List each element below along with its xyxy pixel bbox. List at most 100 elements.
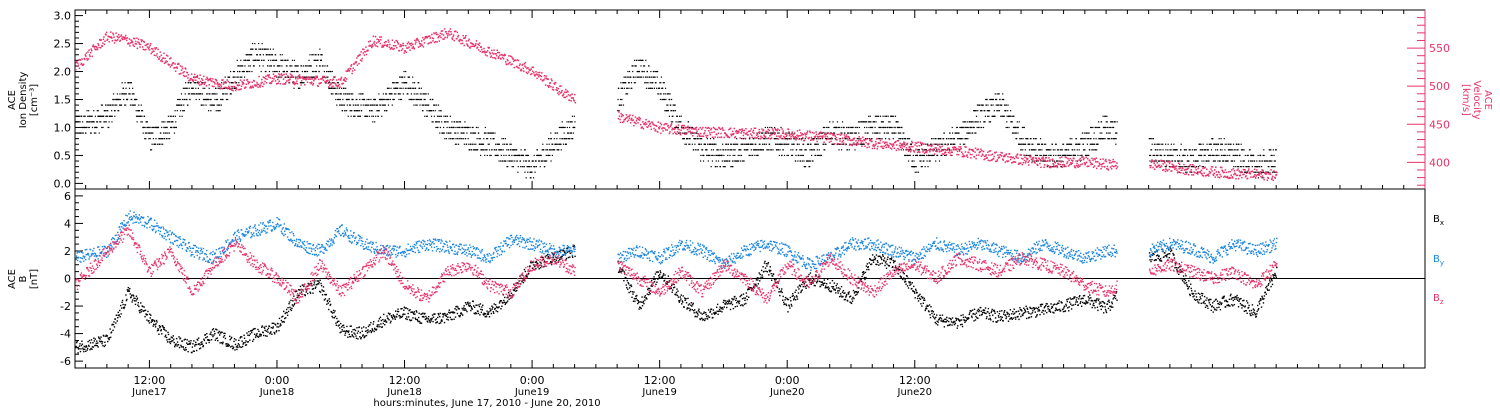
density-point (803, 144, 804, 145)
density-point (979, 127, 980, 128)
velocity-point (761, 128, 763, 130)
density-point (952, 132, 953, 133)
density-point (457, 121, 458, 122)
density-point (964, 144, 965, 145)
density-point (624, 88, 625, 89)
density-point (857, 127, 858, 128)
density-point (845, 138, 846, 139)
density-point (487, 138, 488, 139)
velocity-point (261, 79, 263, 81)
density-point (284, 71, 285, 72)
velocity-point (499, 52, 501, 54)
density-point (503, 138, 504, 139)
density-point (279, 71, 280, 72)
density-point (542, 160, 543, 161)
density-point (769, 127, 770, 128)
density-point (159, 144, 160, 145)
density-point (1206, 144, 1207, 145)
velocity-point (228, 81, 230, 83)
velocity-point (169, 64, 171, 66)
density-point (922, 166, 923, 167)
density-point (1215, 160, 1216, 161)
density-point (322, 54, 323, 55)
velocity-point (842, 137, 844, 139)
velocity-point (813, 132, 815, 134)
density-point (320, 65, 321, 66)
velocity-point (103, 36, 105, 38)
velocity-point (175, 71, 177, 73)
density-point (427, 116, 428, 117)
density-point (801, 155, 802, 156)
density-point (327, 65, 328, 66)
velocity-point (749, 130, 751, 132)
velocity-point (368, 41, 370, 43)
density-point (650, 71, 651, 72)
density-point (433, 110, 434, 111)
density-point (1101, 132, 1102, 133)
density-point (841, 127, 842, 128)
density-point (1096, 149, 1097, 150)
density-point (102, 104, 103, 105)
velocity-point (729, 137, 731, 139)
density-point (734, 155, 735, 156)
density-point (1003, 99, 1004, 100)
density-point (675, 110, 676, 111)
velocity-point (149, 49, 151, 51)
density-point (347, 93, 348, 94)
density-point (920, 160, 921, 161)
density-point (268, 60, 269, 61)
density-point (1237, 149, 1238, 150)
density-point (697, 138, 698, 139)
velocity-point (823, 132, 825, 134)
density-point (160, 138, 161, 139)
density-point (640, 60, 641, 61)
density-point (371, 104, 372, 105)
velocity-point (674, 131, 676, 133)
velocity-point (399, 50, 401, 52)
density-point (451, 121, 452, 122)
velocity-point (456, 38, 458, 40)
density-point (462, 138, 463, 139)
density-point (265, 49, 266, 50)
density-point (969, 121, 970, 122)
density-point (1077, 155, 1078, 156)
density-point (143, 132, 144, 133)
velocity-point (687, 126, 689, 128)
density-point (850, 127, 851, 128)
density-point (909, 138, 910, 139)
density-point (435, 127, 436, 128)
density-point (1071, 138, 1072, 139)
density-point (415, 88, 416, 89)
velocity-point (440, 37, 442, 39)
density-point (372, 121, 373, 122)
density-point (193, 88, 194, 89)
density-point (167, 121, 168, 122)
density-point (466, 144, 467, 145)
density-point (309, 54, 310, 55)
density-point (962, 138, 963, 139)
velocity-point (310, 83, 312, 85)
density-point (408, 88, 409, 89)
velocity-point (184, 76, 186, 78)
velocity-point (378, 40, 380, 42)
density-point (485, 127, 486, 128)
velocity-point (384, 44, 386, 46)
density-point (447, 127, 448, 128)
velocity-point (163, 53, 165, 55)
velocity-point (513, 67, 515, 69)
density-point (647, 82, 648, 83)
density-point (1165, 144, 1166, 145)
density-point (951, 155, 952, 156)
velocity-point (273, 78, 275, 80)
velocity-point (829, 141, 831, 143)
velocity-point (742, 130, 744, 132)
density-point (525, 149, 526, 150)
velocity-point (849, 144, 851, 146)
velocity-point (774, 133, 776, 135)
velocity-point (550, 82, 552, 84)
density-point (1107, 121, 1108, 122)
density-point (839, 127, 840, 128)
velocity-point (743, 132, 745, 134)
velocity-point (659, 128, 661, 129)
density-point (1257, 166, 1258, 167)
